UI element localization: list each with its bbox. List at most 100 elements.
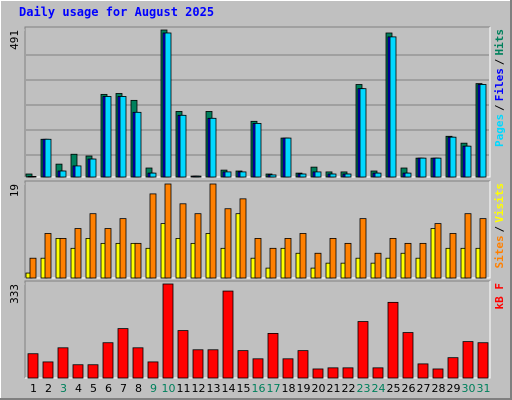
legend: Pages / Files / Hits	[493, 29, 506, 147]
x-tick-label: 5	[90, 382, 97, 395]
x-tick-label: 25	[387, 382, 401, 395]
legend: kB F	[493, 283, 506, 310]
x-tick-label: 4	[75, 382, 82, 395]
panel-bevel-dark	[24, 26, 490, 177]
panel-bevel-dark	[24, 180, 490, 278]
x-tick-label: 8	[135, 382, 142, 395]
bar	[344, 173, 352, 178]
bar	[207, 349, 219, 379]
legend-entry: Sites	[493, 235, 506, 268]
bar	[239, 198, 247, 279]
bar	[267, 332, 279, 379]
legend: Sites / Visits	[493, 183, 506, 269]
bar	[434, 157, 442, 178]
bar	[329, 238, 337, 279]
bar	[72, 364, 84, 379]
x-tick-label: 6	[105, 382, 112, 395]
bar	[104, 96, 112, 178]
bar	[447, 357, 459, 379]
bar	[29, 176, 37, 178]
bar	[222, 290, 234, 379]
bar	[359, 218, 367, 279]
bar	[252, 358, 264, 379]
bar	[42, 361, 54, 379]
x-tick-label: 1	[30, 382, 37, 395]
bar	[297, 350, 309, 379]
bar	[284, 137, 292, 178]
bar	[419, 242, 427, 279]
bar	[87, 364, 99, 379]
bar	[387, 301, 399, 379]
bar	[117, 328, 129, 379]
bar	[344, 242, 352, 279]
bar	[132, 347, 144, 379]
x-tick-label: 10	[162, 382, 176, 395]
x-tick-label: 7	[120, 382, 127, 395]
x-tick-label: 12	[192, 382, 206, 395]
bar	[239, 171, 247, 178]
bar	[194, 213, 202, 279]
bar	[192, 349, 204, 379]
bar	[342, 367, 354, 379]
bar	[102, 342, 114, 379]
x-tick-label: 2	[45, 382, 52, 395]
bar	[119, 96, 127, 178]
bar	[177, 330, 189, 379]
y-tick-label: 491	[8, 30, 21, 50]
bar	[449, 136, 457, 178]
x-tick-label: 21	[327, 382, 341, 395]
x-tick-label: 11	[177, 382, 191, 395]
x-tick-label: 29	[447, 382, 461, 395]
bar	[237, 350, 249, 379]
bar	[449, 233, 457, 279]
legend-separator: /	[493, 104, 506, 111]
bar	[299, 233, 307, 279]
bar	[209, 117, 217, 178]
bar	[134, 111, 142, 178]
bar	[134, 242, 142, 279]
x-tick-label: 23	[357, 382, 371, 395]
bar	[312, 368, 324, 379]
bar	[74, 165, 82, 178]
bar	[402, 332, 414, 379]
x-tick-label: 18	[282, 382, 296, 395]
x-tick-label: 30	[462, 382, 476, 395]
x-tick-label: 27	[417, 382, 431, 395]
bar	[209, 183, 217, 279]
panel-bevel-dark	[24, 280, 490, 378]
bar	[224, 171, 232, 178]
bar	[254, 238, 262, 279]
x-tick-label: 19	[297, 382, 311, 395]
bar	[59, 170, 67, 178]
bar	[254, 123, 262, 178]
bar	[147, 361, 159, 379]
bar	[179, 203, 187, 279]
bar	[119, 218, 127, 279]
bar	[284, 238, 292, 279]
bar	[59, 238, 67, 279]
x-tick-label: 24	[372, 382, 386, 395]
bar	[434, 223, 442, 279]
legend-entry: Visits	[493, 183, 506, 223]
bar	[29, 257, 37, 279]
x-tick-label: 20	[312, 382, 326, 395]
bar	[477, 342, 489, 379]
legend-entry: Pages	[493, 114, 506, 147]
x-tick-label: 9	[150, 382, 157, 395]
x-tick-label: 28	[432, 382, 446, 395]
bar	[417, 363, 429, 379]
legend-separator: /	[493, 226, 506, 233]
bar	[162, 283, 174, 379]
bar	[464, 213, 472, 279]
bar	[359, 88, 367, 178]
bar	[164, 32, 172, 178]
legend-separator: /	[493, 59, 506, 66]
bar	[74, 228, 82, 279]
x-tick-label: 22	[342, 382, 356, 395]
bar	[104, 228, 112, 279]
x-tick-label: 13	[207, 382, 221, 395]
legend-entry: Hits	[493, 29, 506, 56]
x-tick-label: 17	[267, 382, 281, 395]
bar	[327, 367, 339, 379]
